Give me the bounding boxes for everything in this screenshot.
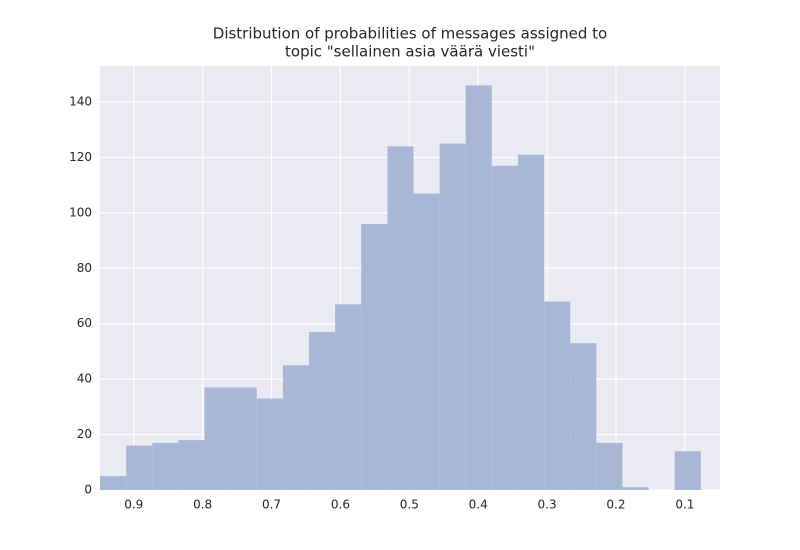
histogram-bar xyxy=(491,165,519,490)
y-tick-label: 80 xyxy=(77,261,92,275)
y-tick-label: 100 xyxy=(69,205,92,219)
histogram-bar xyxy=(256,398,283,490)
x-tick-label: 0.9 xyxy=(124,498,143,512)
chart-title: topic "sellainen asia väärä viesti" xyxy=(285,43,535,61)
x-tick-label: 0.7 xyxy=(262,498,281,512)
histogram-bar xyxy=(465,85,492,491)
x-tick-label: 0.6 xyxy=(331,498,350,512)
histogram-bar xyxy=(439,143,466,490)
histogram-bar xyxy=(230,387,257,490)
histogram-bar xyxy=(361,223,388,490)
histogram-bar xyxy=(126,445,153,490)
histogram-bar xyxy=(544,301,571,490)
histogram-bar xyxy=(518,154,545,490)
x-tick-label: 0.2 xyxy=(606,498,625,512)
y-tick-label: 0 xyxy=(84,483,92,497)
histogram-bar xyxy=(204,387,231,490)
y-tick-label: 140 xyxy=(69,95,92,109)
y-tick-label: 40 xyxy=(77,372,92,386)
x-tick-label: 0.5 xyxy=(400,498,419,512)
histogram-bar xyxy=(413,193,440,491)
histogram-bar xyxy=(309,332,336,490)
y-tick-label: 60 xyxy=(77,316,92,330)
histogram-bar xyxy=(152,442,179,490)
histogram-bar xyxy=(100,476,127,490)
histogram-bar xyxy=(674,451,701,490)
histogram-bar xyxy=(178,440,205,490)
chart-title: Distribution of probabilities of message… xyxy=(213,25,607,43)
x-tick-label: 0.4 xyxy=(469,498,488,512)
histogram-bar xyxy=(387,146,414,490)
y-tick-label: 120 xyxy=(69,150,92,164)
histogram-bar xyxy=(335,304,362,490)
y-tick-label: 20 xyxy=(77,427,92,441)
histogram-bar xyxy=(622,487,649,490)
x-tick-label: 0.3 xyxy=(538,498,557,512)
x-tick-label: 0.1 xyxy=(675,498,694,512)
histogram-bar xyxy=(282,365,310,490)
histogram-bar xyxy=(570,343,597,490)
x-tick-label: 0.8 xyxy=(193,498,212,512)
histogram-bar xyxy=(596,442,623,490)
